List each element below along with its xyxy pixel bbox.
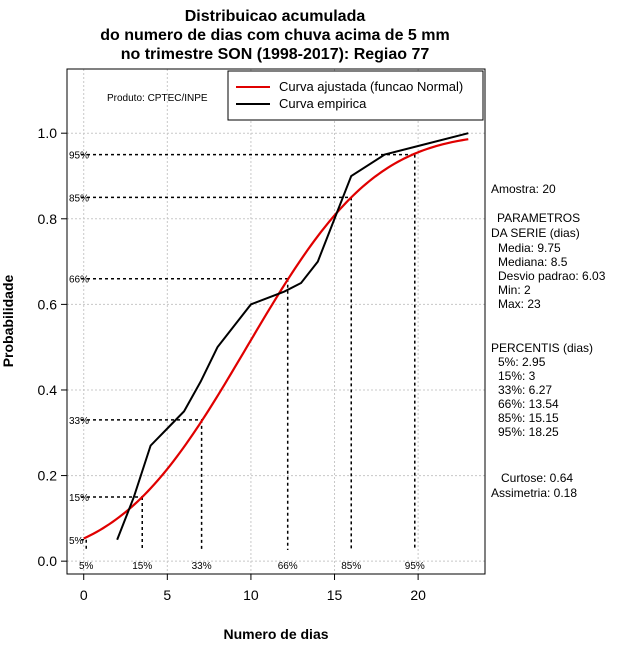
empirical-curve	[116, 132, 469, 541]
product-annotation: Produto: CPTEC/INPE	[107, 93, 208, 104]
percentile-y-label: 66%	[69, 275, 89, 286]
percentile-y-label: 95%	[69, 151, 89, 162]
percentile-y-label: 33%	[69, 416, 89, 427]
x-tick-label: 10	[243, 587, 259, 603]
y-tick-label: 1.0	[38, 125, 58, 141]
percentile-y-label: 85%	[69, 193, 89, 204]
sample-size: Amostra: 20	[491, 182, 556, 196]
percentile-x-label: 15%	[132, 561, 152, 572]
chart-title-line-3: no trimestre SON (1998-2017): Regiao 77	[121, 46, 430, 63]
percentile-x-label: 95%	[405, 561, 425, 572]
percentile-33: 33%: 6.27	[498, 383, 552, 397]
statistics-panel: Amostra: 20 PARAMETROS DA SERIE (dias) M…	[491, 182, 606, 500]
x-tick-label: 5	[163, 587, 171, 603]
percentile-x-label: 66%	[278, 561, 298, 572]
percentile-x-label: 33%	[192, 561, 212, 572]
curve-layer	[83, 132, 469, 541]
x-tick-label: 0	[80, 587, 88, 603]
stat-median: Mediana: 8.5	[498, 255, 568, 269]
stat-mean: Media: 9.75	[498, 241, 561, 255]
percentile-66: 66%: 13.54	[498, 397, 559, 411]
x-tick-label: 20	[410, 587, 426, 603]
y-tick-label: 0.2	[38, 468, 58, 484]
stat-skewness: Assimetria: 0.18	[491, 486, 577, 500]
percentile-y-label: 15%	[69, 493, 89, 504]
y-tick-label: 0.8	[38, 211, 58, 227]
plot-frame	[66, 68, 486, 575]
parameters-subtitle: DA SERIE (dias)	[491, 226, 580, 240]
y-axis-label: Probabilidade	[0, 275, 16, 368]
percentile-95: 95%: 18.25	[498, 425, 559, 439]
stat-std-dev: Desvio padrao: 6.03	[498, 269, 606, 283]
percentile-x-label: 5%	[79, 561, 94, 572]
axis-ticks: 0 5 10 15 20 0.0 0.2 0.4 0.6 0.8 1.0	[38, 125, 427, 603]
y-tick-label: 0.4	[38, 382, 58, 398]
legend: Curva ajustada (funcao Normal) Curva emp…	[227, 70, 484, 121]
normal-fit-curve	[83, 138, 469, 540]
percentile-15: 15%: 3	[498, 369, 536, 383]
legend-label-empirical: Curva empirica	[279, 96, 367, 111]
stat-min: Min: 2	[498, 283, 531, 297]
y-tick-label: 0.6	[38, 296, 58, 312]
parameters-title: PARAMETROS	[497, 211, 580, 225]
x-tick-label: 15	[327, 587, 343, 603]
percentile-5: 5%: 2.95	[498, 355, 546, 369]
percentile-markers: 5% 5% 15% 15% 33% 33% 66% 66% 85% 85% 95% 95%	[69, 151, 425, 572]
legend-box	[227, 70, 484, 121]
percentile-y-label: 5%	[69, 536, 84, 547]
stat-kurtosis: Curtose: 0.64	[501, 471, 573, 485]
stat-max: Max: 23	[498, 297, 541, 311]
chart-title-line-1: Distribuicao acumulada	[185, 8, 366, 25]
grid-layer	[67, 69, 485, 574]
chart-title-line-2: do numero de dias com chuva acima de 5 m…	[100, 27, 449, 44]
legend-label-normal: Curva ajustada (funcao Normal)	[279, 79, 463, 94]
percentiles-title: PERCENTIS (dias)	[491, 341, 593, 355]
x-axis-label: Numero de dias	[223, 626, 328, 642]
percentile-85: 85%: 15.15	[498, 411, 559, 425]
percentile-x-label: 85%	[341, 561, 361, 572]
y-tick-label: 0.0	[38, 553, 58, 569]
